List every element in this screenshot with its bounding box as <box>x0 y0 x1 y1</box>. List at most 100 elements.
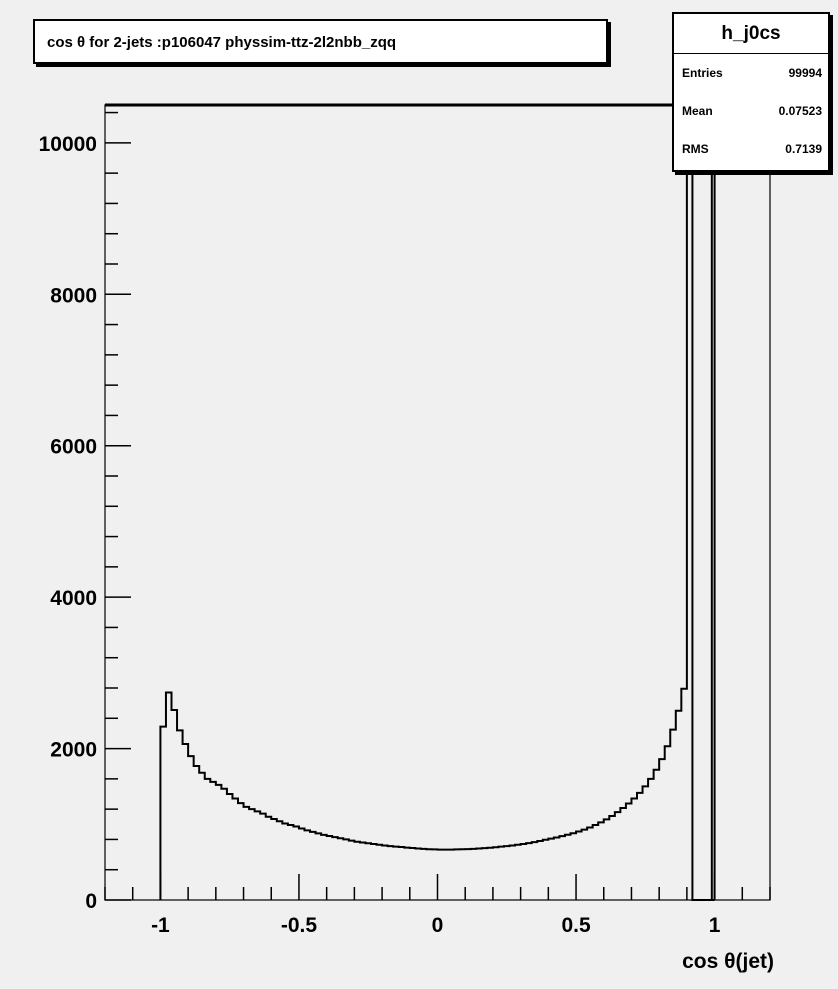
histogram-title: cos θ for 2-jets :p106047 physsim-ttz-2l… <box>47 34 397 51</box>
histogram-bar <box>382 845 388 900</box>
histogram-bar <box>604 819 610 900</box>
histogram-bar <box>332 837 338 900</box>
histogram-bar <box>205 779 211 900</box>
stats-rms-value: 0.7139 <box>785 142 822 156</box>
histogram-bar <box>343 839 349 900</box>
histogram-bar <box>410 848 416 900</box>
histogram-bar <box>377 845 383 900</box>
histogram-bar <box>194 766 200 900</box>
histogram-bar <box>615 812 621 900</box>
histogram-bar <box>571 833 577 900</box>
histogram-bar <box>399 847 405 900</box>
histogram-bar <box>316 833 322 900</box>
stats-mean-value: 0.07523 <box>778 104 822 118</box>
histogram-bar <box>183 744 189 900</box>
histogram-bar <box>559 836 565 900</box>
histogram-bar <box>177 730 183 900</box>
histogram-bar <box>465 849 471 900</box>
histogram-bar <box>576 831 582 900</box>
histogram-bar <box>172 710 178 900</box>
histogram-bar <box>288 825 294 900</box>
histogram-bar <box>587 827 593 900</box>
histogram-bar <box>637 793 643 900</box>
histogram-bar <box>620 808 626 900</box>
y-tick-label: 0 <box>85 890 97 913</box>
histogram-bar <box>554 837 560 900</box>
x-tick-label: 1 <box>709 914 721 937</box>
stats-entries-value: 99994 <box>788 66 822 80</box>
histogram-bar <box>665 746 671 900</box>
histogram-bar <box>443 850 449 900</box>
histogram-bar <box>338 838 344 900</box>
histogram-bar <box>515 845 521 900</box>
histogram-bar <box>354 842 360 900</box>
histogram-bar <box>493 847 499 900</box>
stats-entries-label: Entries <box>682 66 723 80</box>
y-tick-label: 6000 <box>50 436 97 459</box>
histogram-bar <box>548 839 554 900</box>
histogram-name: h_j0cs <box>674 14 828 54</box>
y-tick-label: 8000 <box>50 284 97 307</box>
histogram-bar <box>643 786 649 900</box>
histogram-bar <box>598 822 604 900</box>
histogram-bar <box>371 844 377 900</box>
histogram-bar <box>305 830 311 900</box>
x-axis-title: cos θ(jet) <box>682 950 774 973</box>
y-tick-label: 2000 <box>50 739 97 762</box>
histogram-bar <box>415 849 421 900</box>
histogram-bar <box>593 825 599 900</box>
histogram-bar <box>277 821 283 900</box>
histogram-bar <box>438 850 444 900</box>
y-tick-label: 4000 <box>50 587 97 610</box>
histogram-bar <box>532 842 538 900</box>
histogram-bar <box>199 773 205 900</box>
histogram-outline <box>159 104 715 901</box>
histogram-bar <box>266 817 272 900</box>
x-tick-label: -1 <box>151 914 170 937</box>
stats-row-entries: Entries 99994 <box>674 54 828 92</box>
histogram-bar <box>659 759 665 900</box>
histogram-bar <box>626 803 632 900</box>
x-tick-label: 0 <box>432 914 444 937</box>
stats-mean-label: Mean <box>682 104 713 118</box>
histogram-bar <box>654 770 660 900</box>
histogram-bar <box>249 809 255 900</box>
histogram-bar <box>498 847 504 900</box>
stats-rms-label: RMS <box>682 142 709 156</box>
histogram-bar <box>244 807 250 900</box>
stats-row-mean: Mean 0.07523 <box>674 92 828 130</box>
histogram-title-box: cos θ for 2-jets :p106047 physsim-ttz-2l… <box>33 19 608 64</box>
histogram-bar <box>327 836 333 900</box>
histogram-bar <box>210 782 216 900</box>
histogram-bar <box>365 843 371 900</box>
histogram-bar <box>360 842 366 900</box>
histogram-bar <box>260 814 266 900</box>
histogram-bar <box>543 840 549 900</box>
histogram-bar <box>631 799 637 900</box>
histogram-bar <box>681 689 687 900</box>
histogram-bar <box>482 848 488 900</box>
histogram-bar <box>670 730 676 900</box>
histogram-bar <box>476 849 482 900</box>
histogram-bar <box>504 846 510 900</box>
stats-box: h_j0cs Entries 99994 Mean 0.07523 RMS 0.… <box>672 12 830 172</box>
histogram-bar <box>293 827 299 900</box>
histogram-bar <box>271 819 277 900</box>
histogram-bar <box>510 845 516 900</box>
histogram-bar <box>238 803 244 900</box>
histogram-bar <box>221 789 227 900</box>
histogram-bar <box>255 811 261 900</box>
stats-row-rms: RMS 0.7139 <box>674 130 828 168</box>
histogram-bar <box>188 756 194 900</box>
histogram-bar <box>299 828 305 900</box>
histogram-bar <box>393 847 399 900</box>
histogram-bar <box>310 832 316 900</box>
histogram-bar <box>526 843 532 900</box>
histogram-bar <box>349 841 355 900</box>
histogram-bar <box>537 841 543 900</box>
histogram-bar <box>232 799 238 900</box>
histogram-bar <box>460 849 466 900</box>
histogram-bar <box>321 835 327 900</box>
histogram-bar <box>648 779 654 900</box>
